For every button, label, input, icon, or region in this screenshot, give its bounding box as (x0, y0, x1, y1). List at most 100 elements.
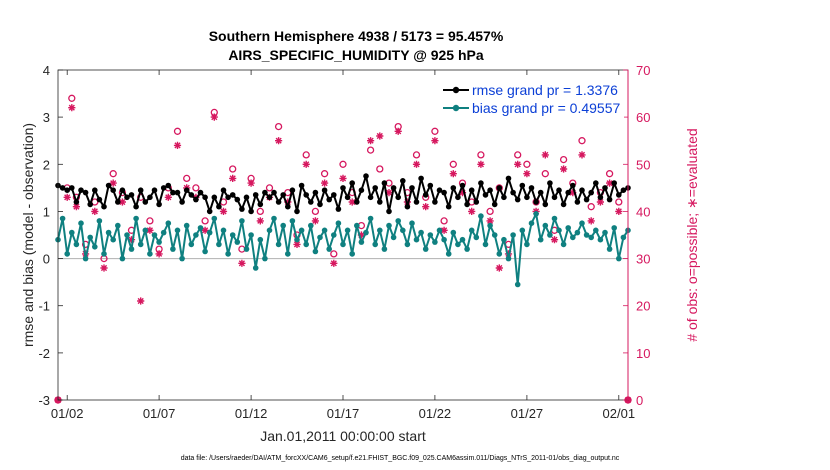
rmse-point (427, 182, 434, 189)
bias-point (560, 241, 567, 248)
obs-evaluated-marker (155, 250, 163, 258)
obs-evaluated-marker (146, 226, 154, 234)
obs-evaluated-marker (486, 217, 494, 225)
rmse-point (234, 196, 241, 203)
y-tick-label: -3 (38, 393, 50, 408)
y-tick-label: -1 (38, 299, 50, 314)
rmse-point (574, 199, 581, 205)
chart-title: Southern Hemisphere 4938 / 5173 = 95.457… (209, 28, 504, 44)
obs-possible-marker (523, 160, 531, 168)
rmse-point (372, 185, 379, 191)
rmse-point (386, 208, 392, 215)
bias-point (216, 241, 222, 248)
obs-evaluated-marker (376, 132, 384, 140)
x-tick-label: 01/27 (511, 406, 544, 421)
obs-possible-marker (229, 165, 237, 173)
obs-evaluated-marker (275, 137, 283, 145)
obs-evaluated-marker (137, 297, 145, 305)
bias-point (367, 215, 374, 222)
rmse-point (225, 194, 231, 201)
rmse-point (294, 208, 300, 215)
rmse-point (303, 192, 310, 198)
obs-evaluated-marker (477, 160, 485, 168)
bias-point (464, 246, 470, 252)
bias-point (381, 246, 388, 252)
obs-evaluated-marker (109, 179, 117, 187)
obs-evaluated-marker (91, 207, 99, 215)
obs-possible-marker (477, 151, 485, 159)
obs-possible-marker (68, 94, 76, 102)
rmse-point (344, 194, 351, 201)
y-tick-label: 1 (43, 204, 50, 219)
bias-point (491, 232, 498, 238)
obs-possible-marker (376, 165, 384, 173)
rmse-point (560, 201, 567, 208)
rmse-point (101, 203, 107, 210)
rmse-point (183, 187, 190, 193)
rmse-point (556, 187, 562, 193)
rmse-point (418, 175, 424, 182)
obs-evaluated-marker (412, 160, 421, 168)
bias-point (533, 211, 539, 217)
rmse-point (606, 196, 613, 203)
bias-point (308, 222, 314, 229)
bias-point (620, 234, 627, 241)
bias-point (436, 227, 443, 234)
bias-point (390, 234, 397, 241)
bias-point (501, 236, 507, 243)
rmse-point (505, 175, 512, 182)
bias-point (583, 232, 590, 238)
obs-possible-marker (192, 184, 200, 192)
rmse-point (257, 201, 264, 208)
rmse-point (119, 187, 126, 193)
obs-evaluated-marker (173, 141, 182, 149)
bias-point (344, 227, 351, 234)
bias-point (312, 248, 319, 255)
rmse-point (570, 182, 576, 189)
bias-point (537, 236, 544, 243)
bias-point (87, 234, 93, 241)
bias-point (579, 220, 585, 226)
legend-rmse-text: rmse grand pr = 1.3376 (472, 82, 618, 98)
obs-possible-marker (431, 127, 439, 135)
bias-point (547, 232, 553, 238)
rmse-point (436, 187, 443, 193)
obs-evaluated-marker (127, 236, 136, 244)
obs-evaluated-marker (210, 113, 218, 121)
bias-point (128, 246, 135, 252)
bias-point (616, 255, 622, 262)
rmse-point (413, 199, 420, 205)
bias-point (188, 241, 195, 248)
bias-point (170, 246, 176, 252)
rmse-point (317, 201, 323, 208)
obs-evaluated-marker (339, 174, 347, 182)
rmse-point (524, 194, 530, 201)
bias-point (285, 251, 291, 257)
rmse-point (188, 192, 195, 198)
bias-point (514, 281, 521, 288)
bias-point (225, 251, 231, 257)
rmse-point (105, 182, 112, 189)
rmse-point (358, 187, 365, 193)
y-tick-label: 4 (43, 63, 50, 78)
rmse-point (160, 185, 167, 191)
rmse-point (133, 203, 139, 210)
rmse-point (565, 189, 571, 196)
obs-evaluated-marker (578, 151, 586, 159)
bias-point (317, 234, 323, 241)
obs-evaluated-marker (164, 193, 172, 201)
y-tick-label: 0 (43, 252, 50, 267)
rmse-point (243, 194, 250, 201)
bias-point (528, 220, 535, 226)
bias-point (105, 229, 112, 236)
rmse-point (335, 206, 342, 212)
rmse-point (197, 189, 204, 196)
bias-point (321, 227, 328, 234)
obs-evaluated-marker (440, 226, 448, 234)
rmse-point (528, 185, 535, 191)
rmse-point (390, 185, 397, 191)
x-tick-label: 01/17 (327, 406, 360, 421)
obs-evaluated-marker (615, 207, 623, 215)
rmse-point (478, 180, 484, 186)
rmse-point (422, 192, 429, 198)
